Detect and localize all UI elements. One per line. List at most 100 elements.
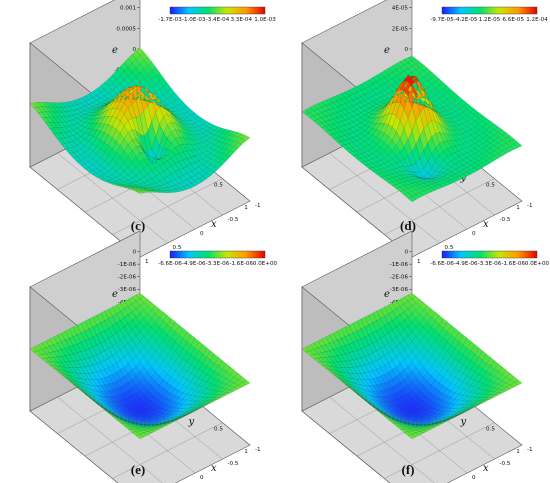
colorbar-label: -9.7E-05 [430,17,454,23]
colorbar [441,6,538,15]
surface-mesh [29,47,251,194]
surface-cell [435,422,444,426]
surface-cell [167,420,176,424]
y-tick-label: 1 [244,449,248,455]
floor-gridline [57,396,163,483]
colorbar-label: -4.9E-06 [182,261,206,267]
z-tick-label: -1E-06 [390,262,409,268]
surface-cell [447,416,456,421]
x-tick-label: -0.5 [228,217,239,223]
colorbar-label: -1.6E-06 [501,261,525,267]
colorbar [169,250,266,259]
x-axis-label: x [483,463,489,474]
surface-cell [502,387,511,392]
x-tick-label: 0 [200,475,204,481]
surface-cell [431,424,440,428]
surface-cell [230,387,239,392]
surface-plot-c: 0.0010.00050-0.0005-0.001e-1-0.500.51y-1… [29,0,276,265]
colorbar [441,250,538,259]
colorbar-label: 0.0E+00 [525,261,550,267]
z-axis-label: e [384,45,390,56]
colorbar-label: -3.3E-06 [206,261,230,267]
surface-cell [214,396,223,400]
surface-cell [159,190,168,193]
colorbar-label: -4.9E-06 [454,261,478,267]
colorbar-label: 3.3E-04 [230,17,252,23]
floor-gridline [57,152,168,244]
y-tick-label: 1 [516,205,520,211]
x-tick-label: -1 [527,447,533,453]
surface-cell [494,392,503,396]
colorbar [169,6,266,15]
y-tick-label: 0.5 [214,183,223,189]
panel-caption-c: (c) [130,218,146,233]
colorbar-label: -1.6E-06 [229,261,253,267]
z-tick-label: -1E-06 [118,262,137,268]
surface-cell [135,190,145,194]
surface-cell [419,190,428,196]
surface-cell [167,189,176,193]
y-tick-label: 1 [244,205,248,211]
y-axis-label: y [188,417,195,428]
surface-cell [210,166,219,173]
colorbar-label: 0.0E+00 [253,261,278,267]
x-axis-label: x [483,219,489,230]
surface-cell [439,183,448,188]
y-tick-label: 0.5 [486,183,495,189]
x-tick-label: 0 [200,231,204,237]
surface-cell [237,138,247,145]
surface-cell [486,396,495,400]
colorbar-label: -1.0E-03 [182,17,206,23]
colorbar-label: -6.6E-06 [430,261,454,267]
z-tick-label: 0 [404,250,408,256]
z-axis-label: e [112,289,118,300]
y-tick-label: 0.5 [214,427,223,433]
z-axis-label: e [112,45,118,56]
panel-caption-e: (e) [130,462,146,477]
surface-cell [447,179,456,184]
surface-cell [187,410,196,415]
surface-cell [439,420,448,424]
surface-mesh [301,55,523,203]
x-tick-label: -0.5 [228,461,239,467]
colorbar-label: 1.0E-03 [254,17,276,23]
surface-cell [191,408,199,413]
surface-cell [513,379,523,386]
surface-mesh [29,292,251,440]
panel-caption-d: (d) [400,218,416,233]
surface-cell [459,410,468,415]
floor-gridline [329,396,435,483]
x-tick-label: 1 [417,259,421,265]
x-tick-label: -1 [255,203,261,209]
z-tick-label: 0 [132,250,136,256]
colorbar-label: -6.6E-06 [158,261,182,267]
surface-cell [463,408,471,413]
floor-gridline [329,152,440,244]
colorbar-label: -1.7E-03 [158,17,182,23]
surface-cell [163,422,172,426]
colorbar-label: 1.2E-04 [526,17,548,23]
z-axis-label: e [384,289,390,300]
surface-cell [222,392,231,396]
floor-gridline [112,178,223,235]
floor-gridline [384,178,495,235]
colorbar-label: -3.4E-04 [206,17,230,23]
y-tick-label: 0.5 [486,427,495,433]
surface-plot-d: 4E-052E-050-2E-05-4E-05e-1-0.500.51y-1-0… [301,0,548,265]
surface-cell [186,183,196,189]
x-tick-label: 1 [145,259,149,265]
surface-cell [474,402,483,407]
z-tick-label: -2E-06 [390,275,409,281]
floor-gridline [384,422,495,479]
colorbar-label: 6.6E-05 [502,17,524,23]
surface-cell [443,181,452,186]
x-tick-label: -1 [527,203,533,209]
surface-cell [470,404,479,409]
surface-cell [159,424,168,428]
x-axis-label: x [211,463,217,474]
colorbar-label: -4.2E-05 [454,17,478,23]
surface-cell [171,418,180,423]
surface-cell [513,142,523,148]
surface-cell [478,400,487,405]
x-tick-label: 0.5 [173,245,182,251]
